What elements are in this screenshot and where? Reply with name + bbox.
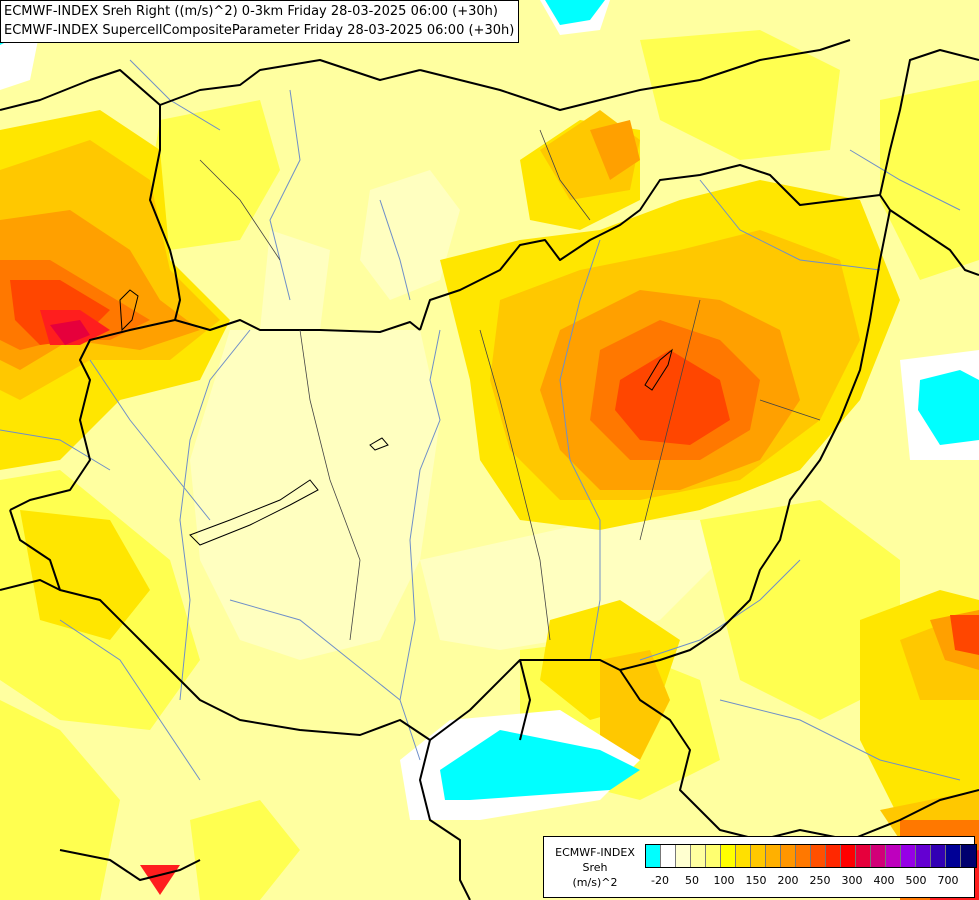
country-borders xyxy=(0,39,979,900)
legend-swatch-12 xyxy=(826,845,841,867)
field-crimson xyxy=(50,320,90,345)
legend-swatch-17 xyxy=(901,845,916,867)
legend-swatch-20 xyxy=(946,845,961,867)
legend-swatch-2 xyxy=(676,845,691,867)
legend-ticks: -20 50 100 150 200 250 300 400 500 700 xyxy=(645,874,975,888)
legend-tick-label: 400 xyxy=(873,874,895,887)
legend-title-model: ECMWF-INDEX xyxy=(555,846,635,859)
legend-swatch-0 xyxy=(646,845,661,867)
legend-tick-label: 150 xyxy=(745,874,767,887)
legend-swatch-19 xyxy=(931,845,946,867)
legend-title-unit: (m/s)^2 xyxy=(572,876,618,889)
color-legend: ECMWF-INDEX Sreh (m/s)^2 -20 50 100 150 200 2… xyxy=(543,836,977,898)
legend-swatch-13 xyxy=(841,845,856,867)
title-line-sreh: ECMWF-INDEX Sreh Right ((m/s)^2) 0-3km F… xyxy=(4,4,498,19)
region-borders xyxy=(199,129,821,641)
legend-swatch-4 xyxy=(706,845,721,867)
legend-tick-label: 200 xyxy=(777,874,799,887)
legend-tick-label: 700 xyxy=(937,874,959,887)
legend-tick-label: 500 xyxy=(905,874,927,887)
legend-swatch-9 xyxy=(781,845,796,867)
legend-swatch-5 xyxy=(721,845,736,867)
legend-swatch-7 xyxy=(751,845,766,867)
legend-swatch-6 xyxy=(736,845,751,867)
legend-swatch-21 xyxy=(961,845,976,867)
legend-tick-label: 250 xyxy=(809,874,831,887)
legend-tick-label: 50 xyxy=(685,874,699,887)
legend-tick-label: 300 xyxy=(841,874,863,887)
lakes xyxy=(119,289,673,546)
legend-swatch-18 xyxy=(916,845,931,867)
legend-title-param: Sreh xyxy=(582,861,608,874)
legend-swatch-11 xyxy=(811,845,826,867)
legend-swatch-10 xyxy=(796,845,811,867)
legend-title: ECMWF-INDEX Sreh (m/s)^2 xyxy=(548,845,642,890)
legend-tick-label: 100 xyxy=(713,874,735,887)
legend-swatches xyxy=(645,844,977,868)
legend-swatch-8 xyxy=(766,845,781,867)
legend-swatch-16 xyxy=(886,845,901,867)
legend-swatch-15 xyxy=(871,845,886,867)
legend-tick-label: -20 xyxy=(651,874,669,887)
legend-swatch-1 xyxy=(661,845,676,867)
legend-swatch-3 xyxy=(691,845,706,867)
title-line-scp: ECMWF-INDEX SupercellCompositeParameter … xyxy=(4,23,515,38)
legend-swatch-14 xyxy=(856,845,871,867)
map-title-box: ECMWF-INDEX Sreh Right ((m/s)^2) 0-3km F… xyxy=(0,0,520,43)
